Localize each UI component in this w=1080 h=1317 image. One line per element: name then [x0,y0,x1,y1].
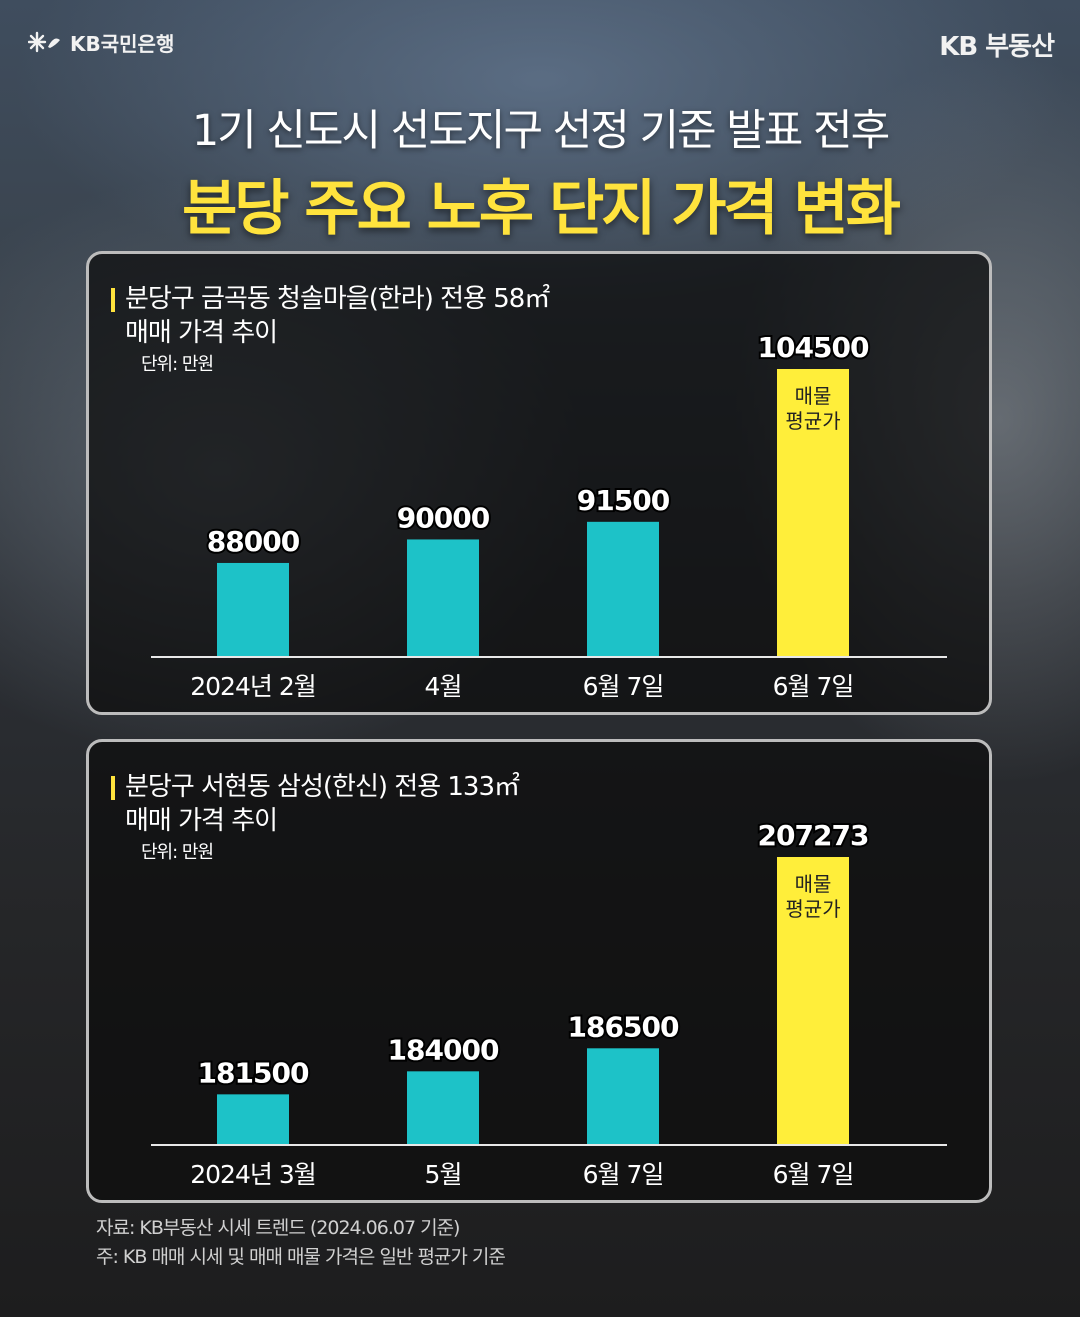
category-label-1: 2024년 3월 [190,1160,315,1189]
chart-unit-2: 단위: 만원 [141,842,214,863]
footnote-text: 주: KB 매매 시세 및 매매 매물 가격은 일반 평균가 기준 [96,1246,506,1268]
chart-unit-1: 단위: 만원 [141,354,214,375]
bar-2 [407,1071,479,1145]
bar-1 [217,1094,289,1145]
data-label-2: 184000 [388,1033,499,1066]
kb-kookmin-bank-logo: KB국민은행 [28,28,174,56]
category-label-4: 6월 7일 [773,1160,854,1189]
bar-4 [777,369,849,657]
highlight-note-2: 평균가 [785,409,840,433]
category-label-3: 6월 7일 [583,1160,664,1189]
data-label-2: 90000 [397,501,490,534]
chart-title-2-line2: 매매 가격 추이 [125,806,278,836]
data-label-1: 88000 [207,525,300,558]
page-title: 1기 신도시 선도지구 선정 기준 발표 전후 [191,106,890,156]
bar-3 [587,1048,659,1145]
logo-left-text: KB국민은행 [70,31,175,56]
bar-2 [407,539,479,657]
title-accent-bar [111,288,115,312]
category-label-2: 5월 [425,1160,462,1189]
highlight-note-1: 매물 [795,872,832,896]
data-label-1: 181500 [198,1056,309,1089]
chart-title-1: 분당구 금곡동 청솔마을(한라) 전용 58㎡ 매매 가격 추이 [111,282,550,350]
highlight-note-1: 매물 [795,384,832,408]
bar-4 [777,857,849,1145]
category-label-1: 2024년 2월 [190,672,315,701]
chart-title-2-line1: 분당구 서현동 삼성(한신) 전용 133㎡ [125,772,520,802]
data-label-4: 207273 [758,819,869,852]
kb-real-estate-logo: KB 부동산 [939,32,1055,62]
bar-1 [217,562,289,657]
chart-panel-2: 분당구 서현동 삼성(한신) 전용 133㎡ 매매 가격 추이 단위: 만원 1… [86,739,992,1203]
category-label-2: 4월 [425,672,462,701]
data-label-3: 91500 [577,484,670,517]
bar-chart-2: 181500 2024년 3월 184000 5월 186500 6월 7일 207273 매… [151,817,947,1189]
chart-title-2: 분당구 서현동 삼성(한신) 전용 133㎡ 매매 가격 추이 [111,770,520,838]
category-label-4: 6월 7일 [773,672,854,701]
bar-chart-1: 88000 2024년 2월 90000 4월 91500 6월 7일 104500 매물평균… [151,329,947,701]
category-label-3: 6월 7일 [583,672,664,701]
source-note: 자료: KB부동산 시세 트렌드 (2024.06.07 기준) 주: KB 매… [96,1214,506,1272]
page-headline: 분당 주요 노후 단지 가격 변화 [182,174,901,244]
bar-3 [587,521,659,657]
data-label-3: 186500 [568,1010,679,1043]
chart-title-1-line1: 분당구 금곡동 청솔마을(한라) 전용 58㎡ [125,284,550,314]
source-text: 자료: KB부동산 시세 트렌드 (2024.06.07 기준) [96,1217,460,1239]
data-label-4: 104500 [758,331,869,364]
highlight-note-2: 평균가 [785,897,840,921]
title-accent-bar [111,776,115,800]
kb-star-icon [28,31,60,53]
chart-title-1-line2: 매매 가격 추이 [125,318,278,348]
chart-panel-1: 분당구 금곡동 청솔마을(한라) 전용 58㎡ 매매 가격 추이 단위: 만원 … [86,251,992,715]
